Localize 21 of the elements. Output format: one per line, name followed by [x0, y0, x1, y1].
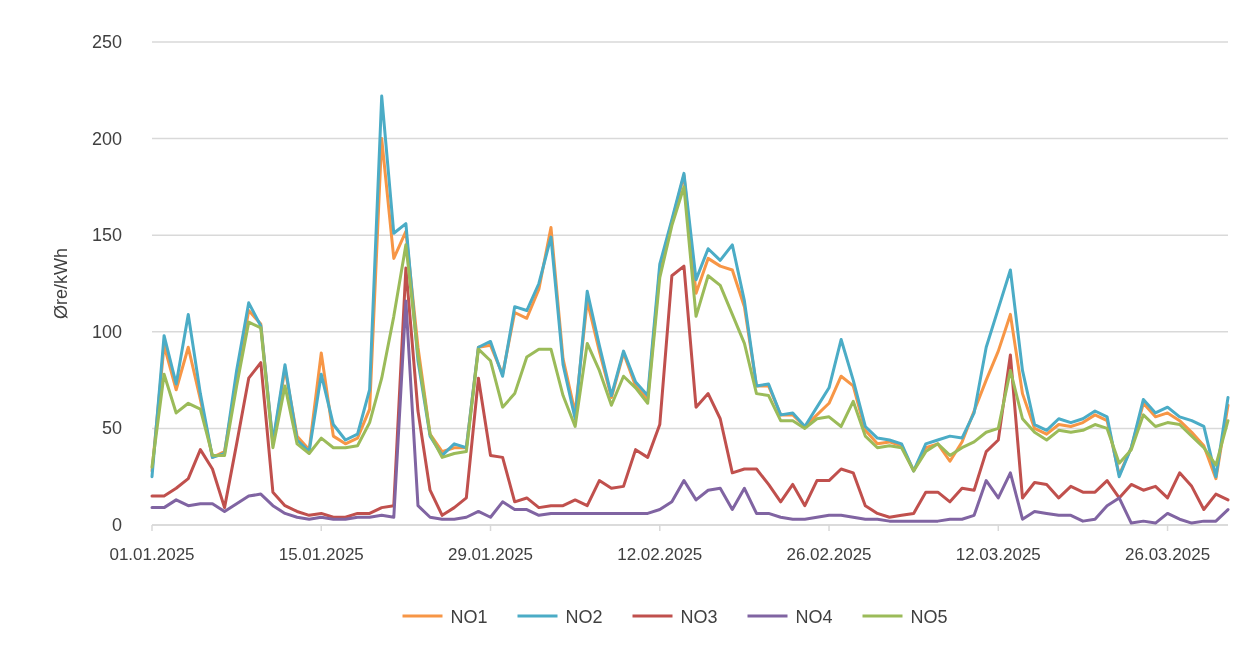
y-tick-label: 200 [91, 128, 122, 149]
line-series [150, 264, 1230, 519]
y-tick-label: 100 [91, 321, 122, 342]
y-tick-label: 250 [91, 32, 122, 52]
y-tick-label: 0 [111, 515, 122, 535]
legend-label: NO3 [680, 607, 718, 627]
legend-label: NO5 [910, 607, 948, 627]
x-tick-label: 12.03.2025 [955, 545, 1041, 564]
y-tick-label: 50 [101, 418, 122, 439]
x-tick-label: 15.01.2025 [278, 545, 364, 564]
x-tick-label: 26.02.2025 [786, 545, 872, 564]
legend-label: NO4 [795, 607, 833, 627]
x-tick-label: 01.01.2025 [109, 545, 195, 564]
legend-label: NO1 [450, 607, 488, 627]
x-tick-label: 12.02.2025 [617, 545, 703, 564]
y-axis-title: Øre/kWh [51, 247, 71, 320]
line-series [150, 185, 1230, 473]
legend-label: NO2 [565, 607, 603, 627]
y-tick-label: 150 [91, 225, 122, 246]
x-tick-label: 26.03.2025 [1125, 545, 1211, 564]
x-tick-label: 29.01.2025 [447, 545, 534, 564]
